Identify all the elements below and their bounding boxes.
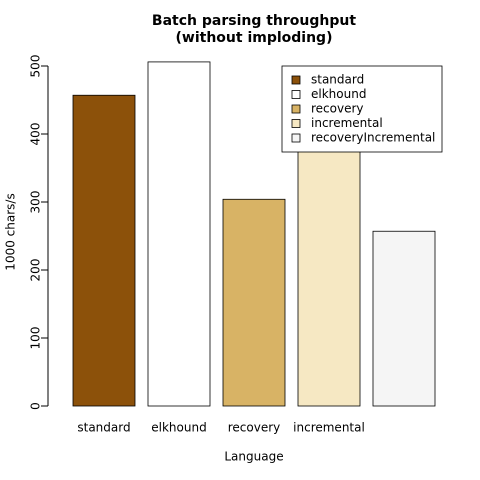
x-tick-label: recovery (228, 421, 281, 435)
x-tick-label: incremental (293, 421, 365, 435)
bar (72, 94, 136, 407)
y-axis-label: 1000 chars/s (4, 193, 18, 270)
y-tick-label: 400 (29, 123, 43, 146)
bar (297, 120, 361, 407)
y-tick-label: 200 (29, 259, 43, 282)
y-tick-label: 100 (29, 327, 43, 350)
bar (372, 230, 436, 407)
chart-title: Batch parsing throughput (152, 13, 356, 29)
y-tick-label: 300 (29, 191, 43, 214)
legend-box (281, 65, 443, 153)
legend-swatch (291, 90, 301, 99)
y-tick-label: 0 (29, 402, 43, 410)
legend-label: recovery (311, 102, 364, 116)
y-tick-label: 500 (29, 55, 43, 78)
legend-swatch (291, 104, 301, 114)
legend-label: incremental (311, 116, 383, 130)
legend-label: recoveryIncremental (311, 131, 435, 145)
legend-swatch (291, 133, 301, 143)
legend-label: elkhound (311, 87, 366, 101)
legend-swatch (291, 119, 301, 128)
bar (222, 198, 286, 407)
legend-swatch (291, 75, 301, 85)
x-tick-label: elkhound (151, 421, 206, 435)
chart-subtitle: (without imploding) (176, 30, 333, 46)
x-tick-label: standard (77, 421, 130, 435)
x-axis-label: Language (224, 450, 283, 464)
legend-label: standard (311, 73, 364, 87)
bar (147, 61, 211, 407)
